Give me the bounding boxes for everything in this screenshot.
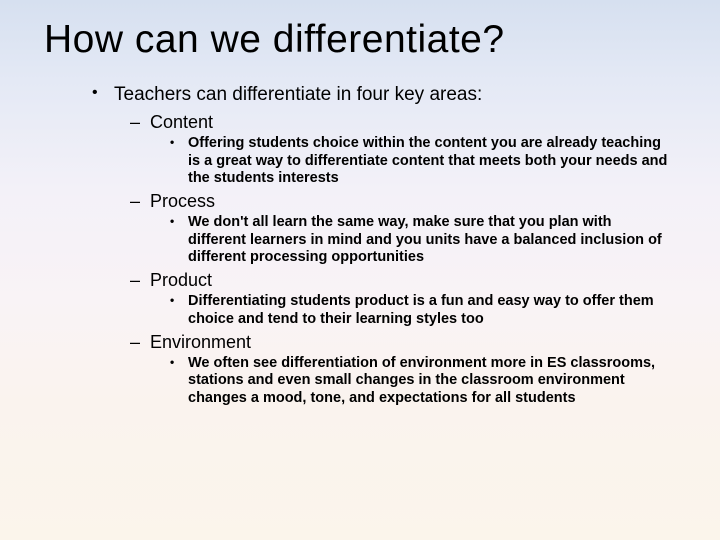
lead-item: Teachers can differentiate in four key a…	[92, 84, 676, 408]
slide-title: How can we differentiate?	[44, 18, 676, 62]
detail-item: Offering students choice within the cont…	[170, 135, 676, 188]
area-label: Environment	[150, 332, 251, 352]
area-environment: Environment We often see differentiation…	[130, 332, 676, 408]
slide: How can we differentiate? Teachers can d…	[0, 0, 720, 540]
detail-item: We don't all learn the same way, make su…	[170, 214, 676, 267]
detail-item: Differentiating students product is a fu…	[170, 293, 676, 328]
top-list: Teachers can differentiate in four key a…	[44, 84, 676, 408]
detail-list: We don't all learn the same way, make su…	[150, 214, 676, 267]
area-process: Process We don't all learn the same way,…	[130, 191, 676, 267]
areas-list: Content Offering students choice within …	[114, 112, 676, 408]
area-label: Product	[150, 270, 212, 290]
detail-item: We often see differentiation of environm…	[170, 355, 676, 408]
detail-list: We often see differentiation of environm…	[150, 355, 676, 408]
area-label: Content	[150, 112, 213, 132]
detail-list: Offering students choice within the cont…	[150, 135, 676, 188]
area-product: Product Differentiating students product…	[130, 270, 676, 328]
detail-list: Differentiating students product is a fu…	[150, 293, 676, 328]
area-label: Process	[150, 191, 215, 211]
area-content: Content Offering students choice within …	[130, 112, 676, 188]
lead-text: Teachers can differentiate in four key a…	[114, 84, 482, 105]
